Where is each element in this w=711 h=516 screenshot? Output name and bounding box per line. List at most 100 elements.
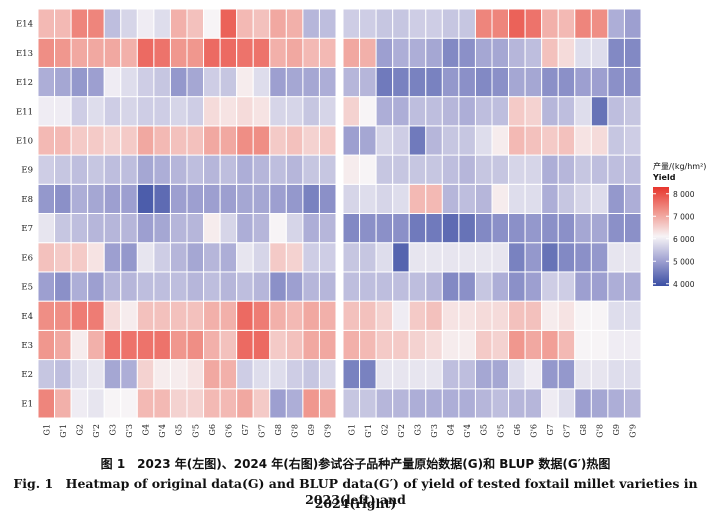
heatmap-cell xyxy=(359,300,377,331)
heatmap-cell xyxy=(441,96,460,127)
heatmap-cell xyxy=(458,388,476,419)
heatmap-cell xyxy=(491,329,510,361)
heatmap-cell xyxy=(136,96,155,127)
heatmap-cell xyxy=(375,125,394,156)
caption-chinese: 图 1 2023 年(左图)、2024 年(右图)参试谷子品种产量原始数据(G)… xyxy=(100,457,611,471)
heatmap-cell xyxy=(425,154,443,185)
heatmap-cell xyxy=(120,359,138,390)
heatmap-cell xyxy=(285,37,304,68)
heatmap-cell xyxy=(574,300,592,331)
heatmap-cell xyxy=(557,96,576,127)
colorbar-tick-label: 8 000 xyxy=(673,190,695,199)
heatmap-cell xyxy=(557,359,576,390)
heatmap-cell xyxy=(269,66,287,98)
heatmap-cell xyxy=(375,359,394,390)
x-tick-label: G'6 xyxy=(224,424,233,438)
heatmap-cell xyxy=(541,271,559,302)
heatmap-cell xyxy=(458,329,476,361)
heatmap-cell xyxy=(37,66,56,98)
heatmap-cell xyxy=(524,271,543,302)
heatmap-cell xyxy=(285,183,304,214)
heatmap-cell xyxy=(408,37,427,68)
heatmap-cell xyxy=(474,271,493,302)
heatmap-cell xyxy=(70,271,89,302)
heatmap-cell xyxy=(136,300,155,331)
heatmap-cell xyxy=(574,37,592,68)
heatmap-cell xyxy=(70,242,89,273)
heatmap-cell xyxy=(392,96,410,127)
heatmap-cell xyxy=(169,37,188,68)
colorbar-subtitle: Yield xyxy=(653,173,676,182)
heatmap-cell xyxy=(203,125,221,156)
heatmap-cell xyxy=(87,388,105,419)
heatmap-cell xyxy=(607,96,625,127)
heatmap-cell xyxy=(269,388,287,419)
heatmap-cell xyxy=(607,300,625,331)
x-tick-label: G'8 xyxy=(291,424,300,438)
heatmap-cell xyxy=(607,359,625,390)
heatmap-cell xyxy=(186,96,205,127)
heatmap-cell xyxy=(54,271,72,302)
heatmap-cell xyxy=(70,154,89,185)
y-tick-label: E13 xyxy=(16,49,33,59)
heatmap-cell xyxy=(252,388,271,419)
y-tick-label: E3 xyxy=(21,341,33,351)
heatmap-cell xyxy=(541,242,559,273)
heatmap-cell xyxy=(474,154,493,185)
heatmap-cell xyxy=(169,96,188,127)
heatmap-cell xyxy=(37,183,56,214)
x-tick-label: G'5 xyxy=(496,424,505,438)
heatmap-cell xyxy=(136,66,155,98)
heatmap-cell xyxy=(491,300,510,331)
heatmap-cell xyxy=(458,37,476,68)
heatmap-cell xyxy=(37,37,56,68)
heatmap-cell xyxy=(236,213,254,244)
heatmap-cell xyxy=(103,8,122,39)
heatmap-cell xyxy=(623,359,642,390)
heatmap-cell xyxy=(375,329,394,361)
heatmap-cell xyxy=(425,359,443,390)
heatmap-cell xyxy=(392,329,410,361)
heatmap-cell xyxy=(425,271,443,302)
x-tick-label: G1 xyxy=(347,424,356,435)
heatmap-cell xyxy=(203,329,221,361)
y-tick-label: E1 xyxy=(21,399,33,409)
heatmap-cell xyxy=(623,183,642,214)
heatmap-cell xyxy=(103,66,122,98)
heatmap-cell xyxy=(252,37,271,68)
heatmap-cell xyxy=(203,359,221,390)
heatmap-cell xyxy=(474,300,493,331)
x-tick-label: G9 xyxy=(612,424,621,435)
heatmap-cell xyxy=(302,329,320,361)
heatmap-cell xyxy=(186,300,205,331)
x-tick-label: G9 xyxy=(307,424,316,435)
heatmap-cell xyxy=(103,242,122,273)
heatmap-cell xyxy=(508,213,526,244)
heatmap-cell xyxy=(169,329,188,361)
heatmap-cell xyxy=(37,359,56,390)
heatmap-cell xyxy=(408,125,427,156)
heatmap-cell xyxy=(524,154,543,185)
heatmap-cell xyxy=(186,66,205,98)
heatmap-cell xyxy=(252,242,271,273)
heatmap-cell xyxy=(153,359,171,390)
heatmap-cell xyxy=(236,300,254,331)
heatmap-cell xyxy=(524,8,543,39)
heatmap-cell xyxy=(153,329,171,361)
x-tick-label: G8 xyxy=(579,424,588,435)
heatmap-cell xyxy=(392,183,410,214)
heatmap-cell xyxy=(318,37,337,68)
heatmap-cell xyxy=(219,125,238,156)
heatmap-cell xyxy=(590,329,609,361)
heatmap-cell xyxy=(54,242,72,273)
heatmap-cell xyxy=(590,96,609,127)
heatmap-cell xyxy=(54,154,72,185)
heatmap-cell xyxy=(375,242,394,273)
x-tick-label: G'8 xyxy=(596,424,605,438)
heatmap-cell xyxy=(425,8,443,39)
heatmap-cell xyxy=(153,388,171,419)
heatmap-cell xyxy=(236,154,254,185)
heatmap-cell xyxy=(359,388,377,419)
heatmap-cell xyxy=(607,242,625,273)
heatmap-cell xyxy=(153,242,171,273)
